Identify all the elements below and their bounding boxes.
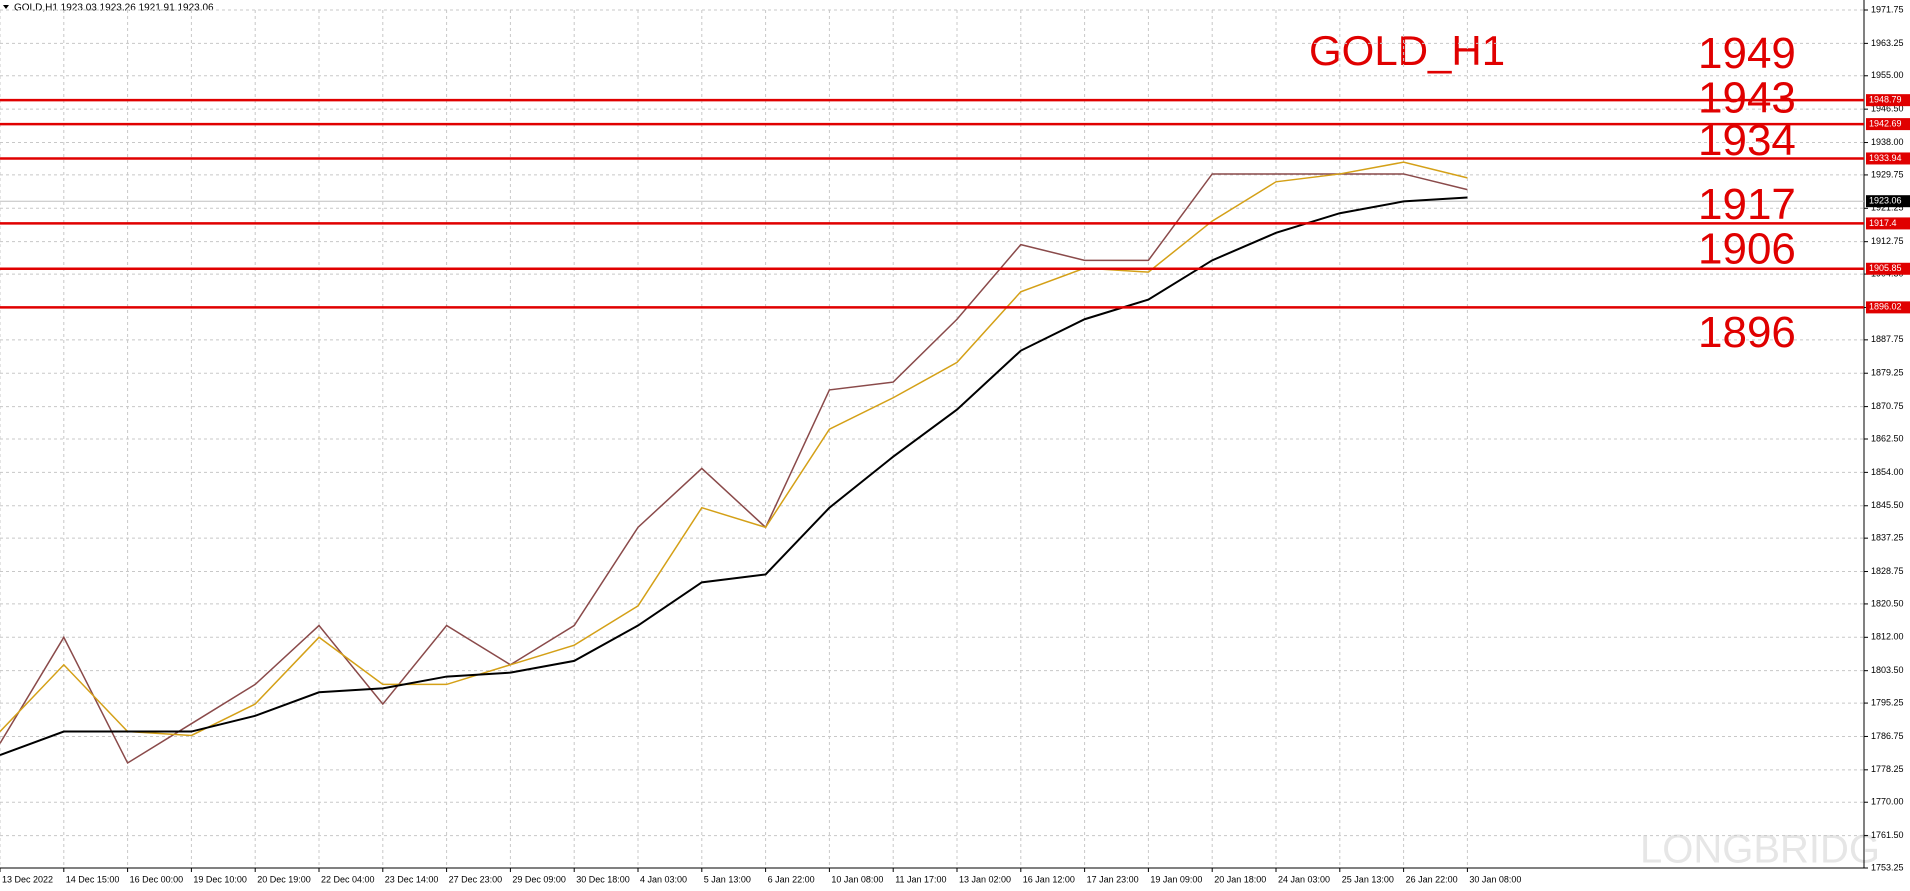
x-tick-label: 29 Dec 09:00 [512, 874, 566, 884]
level-tag [1866, 217, 1910, 230]
x-tick-label: 6 Jan 22:00 [768, 874, 815, 884]
level-tag-label: 1942.69 [1869, 118, 1902, 128]
x-tick-label: 19 Jan 09:00 [1150, 874, 1202, 884]
y-tick-label: 1870.75 [1871, 401, 1904, 411]
y-tick-label: 1929.75 [1871, 169, 1904, 179]
x-tick-label: 26 Jan 22:00 [1406, 874, 1458, 884]
level-annotation: 1934 [1698, 116, 1796, 165]
current-price-tag [1866, 195, 1910, 208]
x-tick-label: 19 Dec 10:00 [193, 874, 247, 884]
level-tag-label: 1948.79 [1869, 95, 1902, 105]
y-tick-label: 1778.25 [1871, 764, 1904, 774]
y-tick-label: 1786.75 [1871, 731, 1904, 741]
y-tick-label: 1946.50 [1871, 104, 1904, 114]
chart-title: GOLD_H1 [1309, 27, 1505, 74]
y-tick-label: 1837.25 [1871, 533, 1904, 543]
y-tick-label: 1912.75 [1871, 236, 1904, 246]
grid-layer [0, 9, 1864, 869]
chart-header: GOLD,H1 1923.03 1923.26 1921.91 1923.06 [14, 3, 214, 14]
y-tick-label: 1879.25 [1871, 368, 1904, 378]
current-price-label: 1923.06 [1869, 196, 1902, 206]
y-tick-label: 1761.50 [1871, 830, 1904, 840]
level-tag-label: 1933.94 [1869, 153, 1902, 163]
y-tick-label: 1963.25 [1871, 38, 1904, 48]
level-annotation: 1906 [1698, 224, 1796, 273]
x-tick-label: 16 Dec 00:00 [130, 874, 184, 884]
x-tick-label: 14 Dec 15:00 [66, 874, 120, 884]
y-tick-label: 1803.50 [1871, 665, 1904, 675]
level-annotation: 1943 [1698, 74, 1796, 123]
level-tag-label: 1896.02 [1869, 302, 1902, 312]
series-line [0, 161, 1468, 737]
level-tag [1866, 94, 1910, 107]
x-tick-label: 23 Dec 14:00 [385, 874, 439, 884]
y-tick-label: 1921.25 [1871, 203, 1904, 213]
x-tick-label: 11 Jan 17:00 [895, 874, 946, 884]
watermark: LONGBRIDG [1640, 828, 1880, 872]
level-annotation: 1949 [1698, 29, 1796, 78]
level-tag [1866, 152, 1910, 165]
x-tick-label: 5 Jan 13:00 [704, 874, 751, 884]
y-tick-label: 1828.75 [1871, 566, 1904, 576]
x-tick-label: 30 Jan 08:00 [1469, 874, 1521, 884]
series-line [0, 173, 1468, 765]
x-tick-label: 20 Jan 18:00 [1214, 874, 1266, 884]
level-tag [1866, 301, 1910, 314]
y-tick-label: 1887.75 [1871, 334, 1904, 344]
y-tick-label: 1845.50 [1871, 500, 1904, 510]
y-tick-label: 1820.50 [1871, 598, 1904, 608]
level-tag-label: 1905.85 [1869, 263, 1902, 273]
x-tick-label: 25 Jan 13:00 [1342, 874, 1394, 884]
y-tick-label: 1955.00 [1871, 70, 1904, 80]
x-tick-label: 30 Dec 18:00 [576, 874, 630, 884]
y-tick-label: 1812.00 [1871, 632, 1904, 642]
level-tag [1866, 118, 1910, 131]
y-tick-label: 1854.00 [1871, 467, 1904, 477]
series-line [0, 196, 1468, 757]
x-tick-label: 4 Jan 03:00 [640, 874, 687, 884]
x-tick-label: 13 Dec 2022 [2, 874, 53, 884]
y-tick-label: 1753.25 [1871, 862, 1904, 872]
level-annotation: 1917 [1698, 180, 1796, 229]
x-tick-label: 16 Jan 12:00 [1023, 874, 1075, 884]
level-annotation: 1896 [1698, 308, 1796, 357]
x-tick-label: 20 Dec 19:00 [257, 874, 311, 884]
x-tick-label: 27 Dec 23:00 [449, 874, 503, 884]
y-tick-label: 1795.25 [1871, 697, 1904, 707]
x-tick-label: 10 Jan 08:00 [831, 874, 883, 884]
level-tag [1866, 262, 1910, 275]
x-tick-label: 24 Jan 03:00 [1278, 874, 1330, 884]
y-tick-label: 1971.75 [1871, 4, 1904, 14]
x-tick-label: 13 Jan 02:00 [959, 874, 1011, 884]
y-tick-label: 1862.50 [1871, 433, 1904, 443]
header-arrow [3, 5, 9, 9]
y-tick-label: 1770.00 [1871, 797, 1904, 807]
x-tick-label: 17 Jan 23:00 [1087, 874, 1139, 884]
y-tick-label: 1938.00 [1871, 137, 1904, 147]
level-tag-label: 1917.4 [1869, 218, 1897, 228]
x-tick-label: 22 Dec 04:00 [321, 874, 375, 884]
